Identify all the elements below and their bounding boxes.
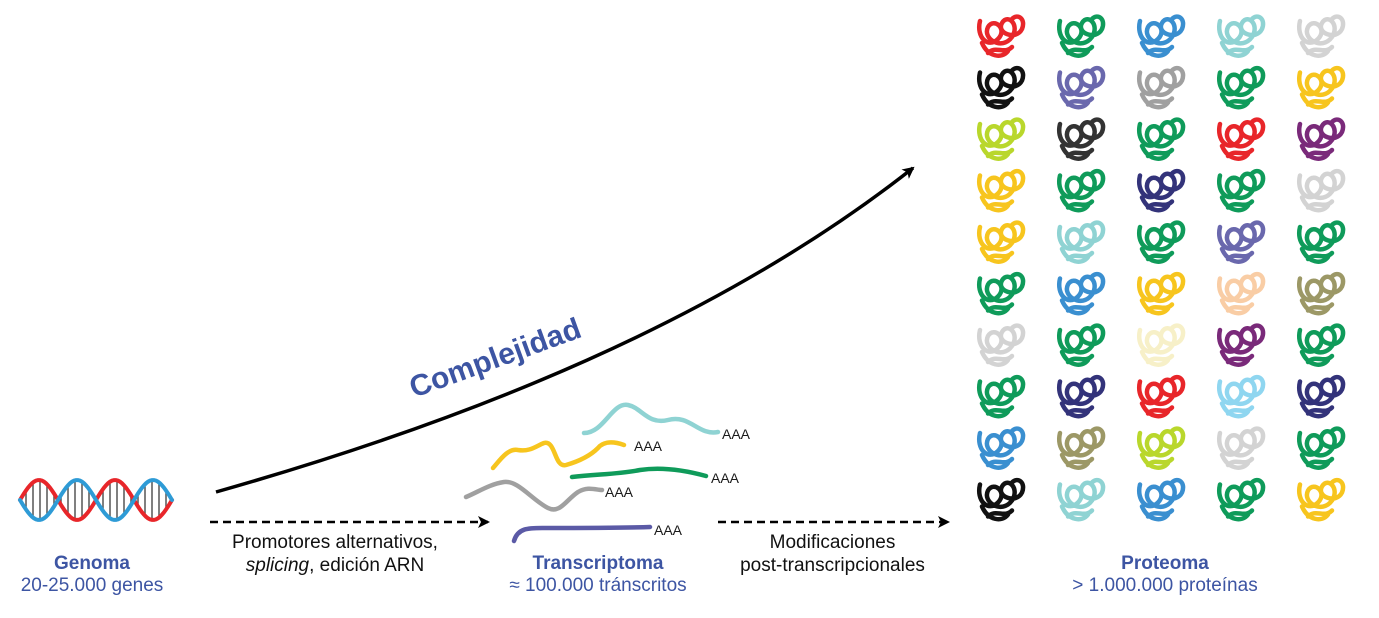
protein-icon <box>1139 429 1183 468</box>
protein-icon <box>1139 274 1183 313</box>
transcriptome-label: Transcriptoma ≈ 100.000 tránscritos <box>478 553 718 597</box>
protein-icon <box>1059 377 1103 416</box>
polyA-label: AAA <box>722 426 751 442</box>
protein-icon <box>1059 223 1103 262</box>
step1-label: Promotores alternativos, splicing, edici… <box>210 531 460 577</box>
protein-icon <box>979 274 1023 313</box>
step1-line2: splicing, edición ARN <box>210 554 460 577</box>
protein-icon <box>1219 274 1263 313</box>
protein-icon <box>979 68 1023 107</box>
protein-icon <box>1139 68 1183 107</box>
polyA-label: AAA <box>654 522 683 538</box>
protein-icon <box>979 326 1023 365</box>
protein-icon <box>979 120 1023 159</box>
protein-grid <box>979 17 1343 520</box>
genome-label: Genoma 20-25.000 genes <box>2 553 182 597</box>
transcript-purple <box>511 524 653 544</box>
transcripts-group: AAA AAA AAA AAA AAA <box>463 402 751 544</box>
protein-icon <box>979 429 1023 468</box>
step2-line2: post-transcripcionales <box>740 555 925 576</box>
dna-helix-icon <box>18 478 174 522</box>
protein-icon <box>979 171 1023 210</box>
protein-icon <box>1219 68 1263 107</box>
protein-icon <box>1059 274 1103 313</box>
proteome-title: Proteoma <box>1121 553 1209 574</box>
protein-icon <box>1219 223 1263 262</box>
protein-icon <box>1059 326 1103 365</box>
protein-icon <box>1219 171 1263 210</box>
protein-icon <box>1299 274 1343 313</box>
polyA-label: AAA <box>711 470 740 486</box>
proteome-subtitle: > 1.000.000 proteínas <box>1072 575 1258 596</box>
protein-icon <box>1299 68 1343 107</box>
complexity-arrow <box>215 166 915 494</box>
transcript-yellow <box>490 440 627 471</box>
transcript-teal <box>581 402 721 436</box>
protein-icon <box>979 17 1023 56</box>
protein-icon <box>1059 120 1103 159</box>
protein-icon <box>1299 377 1343 416</box>
protein-icon <box>979 377 1023 416</box>
protein-icon <box>1299 171 1343 210</box>
transcript-gray <box>463 479 605 512</box>
protein-icon <box>1139 171 1183 210</box>
protein-icon <box>1299 223 1343 262</box>
protein-icon <box>1059 171 1103 210</box>
protein-icon <box>1059 68 1103 107</box>
protein-icon <box>1219 326 1263 365</box>
protein-icon <box>1139 17 1183 56</box>
proteome-label: Proteoma > 1.000.000 proteínas <box>1040 553 1290 597</box>
step1-line1: Promotores alternativos, <box>232 532 438 553</box>
protein-icon <box>1139 326 1183 365</box>
protein-icon <box>1139 480 1183 519</box>
step2-line1: Modificaciones <box>769 532 896 553</box>
step1-splicing: splicing <box>245 555 310 576</box>
genome-title: Genoma <box>53 553 131 574</box>
protein-icon <box>1219 429 1263 468</box>
transcriptome-subtitle: ≈ 100.000 tránscritos <box>509 575 687 596</box>
protein-icon <box>1139 223 1183 262</box>
protein-icon <box>1299 17 1343 56</box>
protein-icon <box>1299 429 1343 468</box>
protein-icon <box>1299 480 1343 519</box>
genome-subtitle: 20-25.000 genes <box>20 575 164 596</box>
protein-icon <box>1219 17 1263 56</box>
protein-icon <box>979 480 1023 519</box>
protein-icon <box>1059 429 1103 468</box>
protein-icon <box>1139 120 1183 159</box>
protein-icon <box>979 223 1023 262</box>
step2-label: Modificaciones post-transcripcionales <box>710 531 955 577</box>
protein-icon <box>1059 480 1103 519</box>
polyA-label: AAA <box>605 484 634 500</box>
protein-icon <box>1299 120 1343 159</box>
polyA-label: AAA <box>634 438 663 454</box>
protein-icon <box>1059 17 1103 56</box>
protein-icon <box>1139 377 1183 416</box>
protein-icon <box>1219 120 1263 159</box>
protein-icon <box>1219 377 1263 416</box>
transcript-green <box>569 466 709 480</box>
complexity-label: Complejidad <box>405 312 585 405</box>
transcriptome-title: Transcriptoma <box>532 553 664 574</box>
protein-icon <box>1219 480 1263 519</box>
step1-line2-rest: , edición ARN <box>309 555 425 576</box>
protein-icon <box>1299 326 1343 365</box>
